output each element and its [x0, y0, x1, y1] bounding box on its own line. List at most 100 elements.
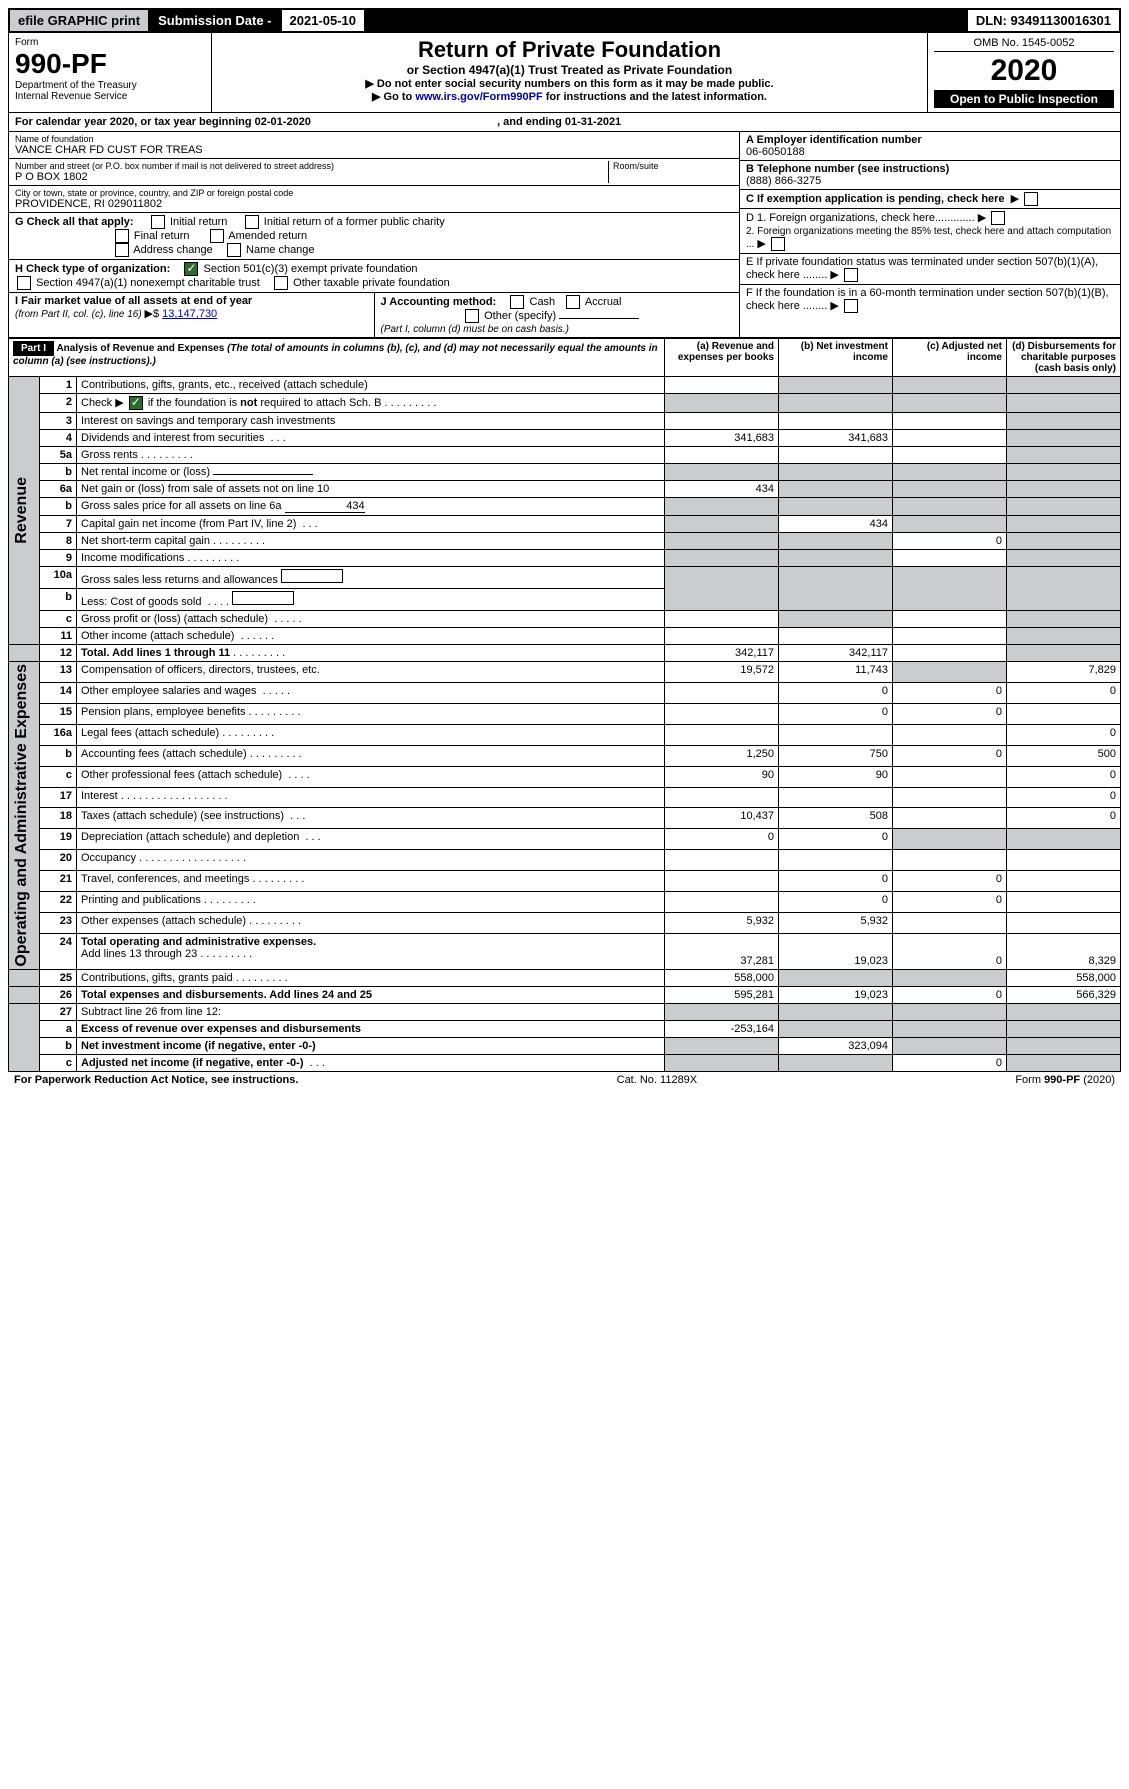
table-row: 23Other expenses (attach schedule)5,9325… — [9, 912, 1121, 933]
row-13: Compensation of officers, directors, tru… — [77, 662, 665, 683]
chk-other-tax[interactable] — [274, 276, 288, 290]
footer: For Paperwork Reduction Act Notice, see … — [8, 1072, 1121, 1088]
col-a-hdr: (a) Revenue and expenses per books — [665, 339, 779, 377]
tax-year: 2020 — [934, 54, 1114, 88]
addr-label: Number and street (or P.O. box number if… — [15, 161, 608, 171]
v14c: 0 — [893, 683, 1007, 704]
row-5a: Gross rents — [81, 449, 138, 461]
v24b: 19,023 — [779, 933, 893, 969]
header-center: Return of Private Foundation or Section … — [212, 33, 928, 112]
row-15: Pension plans, employee benefits — [81, 706, 246, 718]
row-6b-val: 434 — [285, 500, 365, 513]
dln-value: 93491130016301 — [1010, 13, 1111, 28]
chk-4947[interactable] — [17, 276, 31, 290]
dln: DLN: 93491130016301 — [968, 10, 1119, 31]
form-subtitle: or Section 4947(a)(1) Trust Treated as P… — [218, 63, 921, 77]
v23b: 5,932 — [779, 912, 893, 933]
table-row: cGross profit or (loss) (attach schedule… — [9, 611, 1121, 628]
ij-row: I Fair market value of all assets at end… — [9, 293, 739, 337]
row2c: not — [240, 397, 257, 409]
chk-accrual[interactable] — [566, 295, 580, 309]
v19a: 0 — [665, 829, 779, 850]
g-final: Final return — [134, 230, 190, 242]
chk-d1[interactable] — [991, 211, 1005, 225]
j-note: (Part I, column (d) must be on cash basi… — [381, 324, 569, 335]
table-row: 4Dividends and interest from securities … — [9, 430, 1121, 447]
cal-end: 01-31-2021 — [565, 116, 621, 128]
ein-value: 06-6050188 — [746, 146, 805, 158]
h-row: H Check type of organization: Section 50… — [9, 260, 739, 293]
chk-former[interactable] — [245, 215, 259, 229]
h-501: Section 501(c)(3) exempt private foundat… — [204, 263, 418, 275]
chk-c[interactable] — [1024, 192, 1038, 206]
j-accrual: Accrual — [585, 296, 622, 308]
table-row: 16aLegal fees (attach schedule)0 — [9, 724, 1121, 745]
operating-side-label: Operating and Administrative Expenses — [13, 664, 31, 967]
v16cb: 90 — [779, 766, 893, 787]
chk-schb[interactable] — [129, 396, 143, 410]
table-row: bAccounting fees (attach schedule)1,2507… — [9, 745, 1121, 766]
city-row: City or town, state or province, country… — [9, 186, 739, 213]
addr-row: Number and street (or P.O. box number if… — [9, 159, 739, 186]
note2-post: for instructions and the latest informat… — [543, 91, 767, 103]
i-value[interactable]: 13,147,730 — [162, 308, 217, 320]
table-row: bNet rental income or (loss) — [9, 464, 1121, 481]
addr-value: P O BOX 1802 — [15, 171, 608, 183]
col-header-row: Part I Analysis of Revenue and Expenses … — [9, 339, 1121, 377]
cal-text-a: For calendar year 2020, or tax year begi… — [15, 116, 255, 128]
v24a: 37,281 — [665, 933, 779, 969]
info-section: Name of foundation VANCE CHAR FD CUST FO… — [8, 132, 1121, 338]
row-27b: Net investment income (if negative, ente… — [81, 1040, 316, 1052]
chk-initial[interactable] — [151, 215, 165, 229]
v14d: 0 — [1007, 683, 1121, 704]
table-row: 2 Check ▶ if the foundation is not requi… — [9, 394, 1121, 413]
v25d: 558,000 — [1007, 969, 1121, 986]
row-11: Other income (attach schedule) — [81, 630, 234, 642]
v26c: 0 — [893, 986, 1007, 1003]
table-row: 25Contributions, gifts, grants paid558,0… — [9, 969, 1121, 986]
v18a: 10,437 — [665, 808, 779, 829]
city-value: PROVIDENCE, RI 029011802 — [15, 198, 733, 210]
header-right: OMB No. 1545-0052 2020 Open to Public In… — [928, 33, 1120, 112]
chk-d2[interactable] — [771, 237, 785, 251]
v26d: 566,329 — [1007, 986, 1121, 1003]
row-27: Subtract line 26 from line 12: — [77, 1003, 665, 1020]
v16cd: 0 — [1007, 766, 1121, 787]
note-1: ▶ Do not enter social security numbers o… — [218, 77, 921, 90]
chk-addr-change[interactable] — [115, 243, 129, 257]
c-label: C If exemption application is pending, c… — [746, 193, 1005, 205]
table-row: 21Travel, conferences, and meetings00 — [9, 871, 1121, 892]
analysis-table: Part I Analysis of Revenue and Expenses … — [8, 338, 1121, 1072]
v13d: 7,829 — [1007, 662, 1121, 683]
row-21: Travel, conferences, and meetings — [81, 873, 249, 885]
j-other: Other (specify) — [484, 310, 556, 322]
chk-e[interactable] — [844, 268, 858, 282]
irs-link[interactable]: www.irs.gov/Form990PF — [415, 91, 542, 103]
i-label-b: (from Part II, col. (c), line 16) — [15, 309, 144, 320]
chk-f[interactable] — [844, 299, 858, 313]
room-label: Room/suite — [613, 161, 733, 171]
v27aa: -253,164 — [665, 1020, 779, 1037]
chk-final[interactable] — [115, 229, 129, 243]
ein-label: A Employer identification number — [746, 134, 922, 146]
col-d-hdr: (d) Disbursements for charitable purpose… — [1007, 339, 1121, 377]
row2b: if the foundation is — [145, 397, 240, 409]
h-label: H Check type of organization: — [15, 263, 170, 275]
chk-amended[interactable] — [210, 229, 224, 243]
chk-cash[interactable] — [510, 295, 524, 309]
row-10b: Less: Cost of goods sold — [81, 596, 201, 608]
table-row: 27Subtract line 26 from line 12: — [9, 1003, 1121, 1020]
h-4947: Section 4947(a)(1) nonexempt charitable … — [36, 277, 260, 289]
note-2: ▶ Go to www.irs.gov/Form990PF for instru… — [218, 90, 921, 103]
v27cc: 0 — [893, 1054, 1007, 1071]
chk-other-acct[interactable] — [465, 309, 479, 323]
table-row: 22Printing and publications00 — [9, 892, 1121, 913]
row-19: Depreciation (attach schedule) and deple… — [81, 831, 299, 843]
table-row: Revenue 1Contributions, gifts, grants, e… — [9, 377, 1121, 394]
v16bb: 750 — [779, 745, 893, 766]
chk-name-change[interactable] — [227, 243, 241, 257]
table-row: Operating and Administrative Expenses 13… — [9, 662, 1121, 683]
chk-501c3[interactable] — [184, 262, 198, 276]
v12b: 342,117 — [779, 645, 893, 662]
revenue-side-label: Revenue — [13, 477, 31, 544]
